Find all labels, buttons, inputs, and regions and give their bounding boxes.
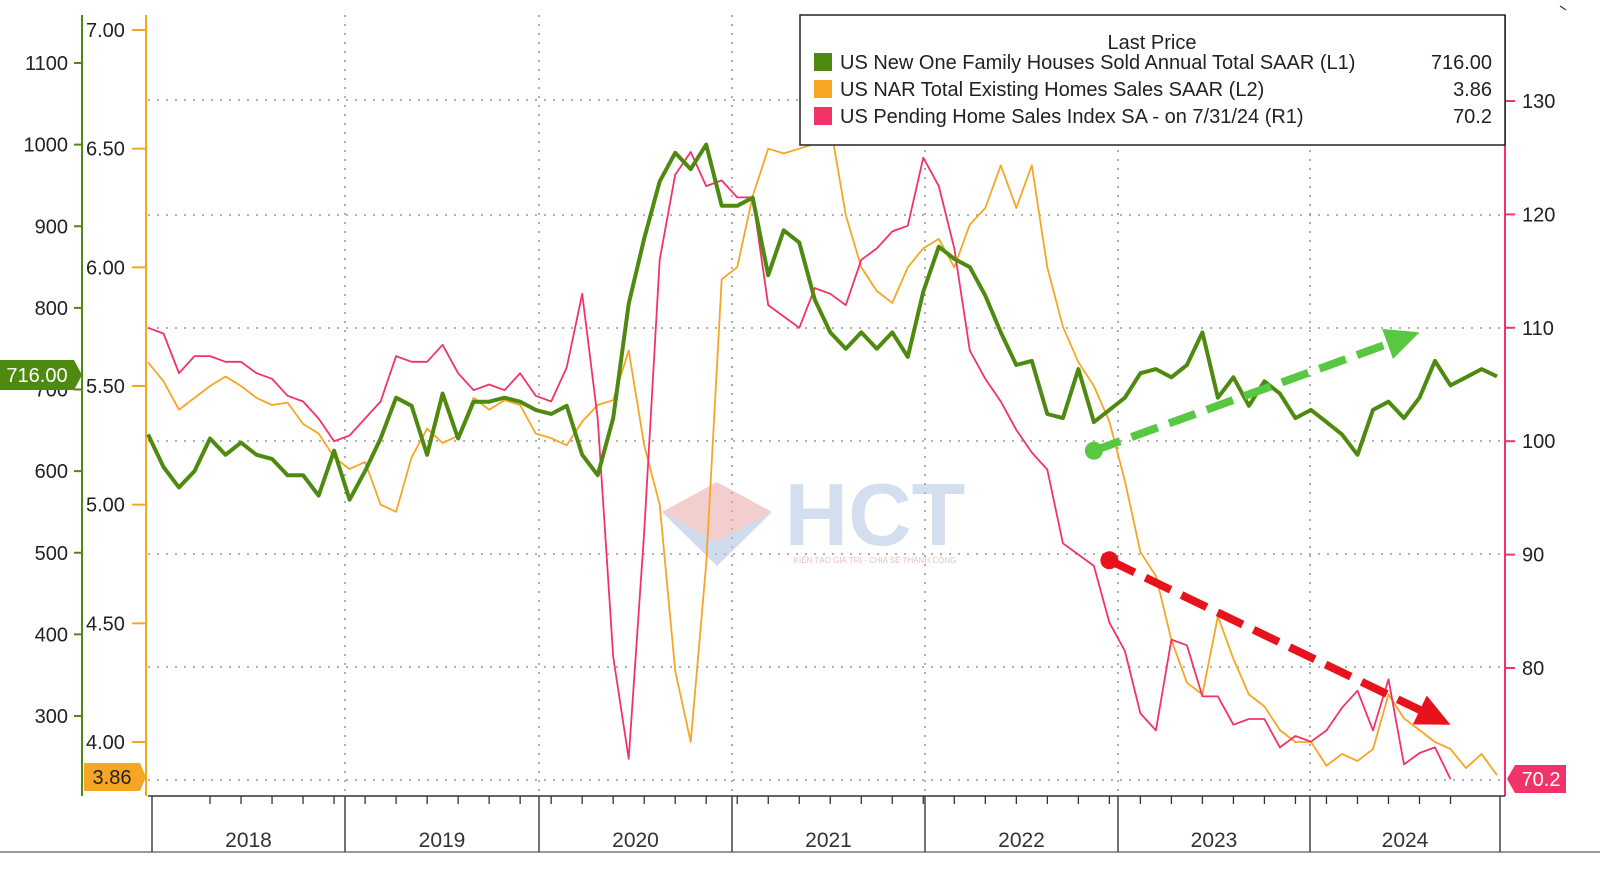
axis-r1-tick-label: 120 <box>1522 204 1555 226</box>
corner-tick <box>1559 5 1567 11</box>
axis-l1-tick-label: 500 <box>35 543 68 565</box>
axis-year-label: 2019 <box>419 829 466 852</box>
trend-arrow-up-head <box>1382 328 1420 359</box>
trend-arrow-up <box>1092 337 1396 455</box>
watermark-logo-bottom <box>662 512 772 566</box>
axis-year-label: 2023 <box>1191 829 1238 852</box>
legend-swatch <box>814 80 832 98</box>
legend-frame <box>799 14 1506 146</box>
series-existing-home-sales-line <box>147 124 1498 776</box>
axis-r1-tick-label: 130 <box>1522 91 1555 113</box>
axis-l2-tick-label: 7.00 <box>86 20 125 42</box>
grid <box>148 15 1505 796</box>
axis-year-label: 2020 <box>612 829 659 852</box>
axis-year-label: 2022 <box>998 829 1045 852</box>
axis-l2-tick-label: 5.00 <box>86 495 125 517</box>
axis-l2-tick-label: 5.50 <box>86 376 125 398</box>
trend-arrows <box>1084 328 1451 725</box>
legend-value: 716.00 <box>1431 52 1492 74</box>
axis-r1-tick-label: 110 <box>1522 318 1554 340</box>
watermark-text: HCT <box>785 465 966 564</box>
axis-year-label: 2021 <box>805 829 852 852</box>
watermark-tagline: KIẾN TẠO GIÁ TRỊ - CHIA SẺ THÀNH CÔNG <box>794 555 957 565</box>
last-value-badges: 716.00 3.86 70.2 <box>0 360 1566 793</box>
watermark-logo-top <box>662 482 772 542</box>
axis-r1-tick-label: 90 <box>1522 545 1544 567</box>
axis-l2-tick-label: 6.50 <box>86 139 125 161</box>
trend-arrow-down-head <box>1412 695 1451 725</box>
axis-r1-tick-label: 100 <box>1522 431 1555 453</box>
badge-l1-value: 716.00 <box>6 365 67 387</box>
legend-title: Last Price <box>1108 32 1197 54</box>
badge-l1-box <box>0 360 74 390</box>
badge-l1-pointer <box>74 360 82 390</box>
trend-arrow-up-start <box>1084 441 1103 460</box>
axis-l2-tick-label: 6.00 <box>86 257 125 279</box>
series-new-home-sales-line <box>146 142 1498 502</box>
axis-l1-tick-label: 300 <box>35 706 68 728</box>
legend-label: US Pending Home Sales Index SA - on 7/31… <box>840 106 1304 128</box>
axis-l1-tick-label: 400 <box>35 624 68 646</box>
axis-l1-tick-label: 1000 <box>24 135 69 157</box>
badge-l2-pointer <box>140 763 146 791</box>
legend: Last Price US New One Family Houses Sold… <box>799 14 1506 146</box>
axes: 110010009008007006005004003007.006.506.0… <box>0 5 1600 853</box>
axis-l2-tick-label: 4.50 <box>86 613 125 635</box>
axis-year-label: 2018 <box>225 829 272 852</box>
axis-year-label: 2024 <box>1382 829 1429 852</box>
badge-l2-box <box>84 763 140 791</box>
badge-l2-value: 3.86 <box>93 767 132 789</box>
axis-l2-tick-label: 4.00 <box>86 732 125 754</box>
axis-l1-tick-label: 600 <box>35 461 68 483</box>
badge-r1-box <box>1507 765 1566 793</box>
series <box>146 124 1498 780</box>
axis-l1-tick-label: 1100 <box>25 53 68 75</box>
axis-l1-tick-label: 800 <box>35 298 68 320</box>
trend-arrow-down-start <box>1100 551 1119 570</box>
legend-label: US New One Family Houses Sold Annual Tot… <box>840 52 1355 74</box>
axis-r1-tick-label: 80 <box>1522 658 1544 680</box>
axis-l1-tick-label: 900 <box>35 216 68 238</box>
trend-arrow-down <box>1107 556 1428 717</box>
legend-value: 3.86 <box>1453 79 1492 101</box>
badge-r1-value: 70.2 <box>1522 769 1561 791</box>
legend-swatch <box>814 53 832 71</box>
legend-value: 70.2 <box>1453 106 1492 128</box>
legend-label: US NAR Total Existing Homes Sales SAAR (… <box>840 79 1264 101</box>
series-pending-home-sales-line <box>147 151 1452 780</box>
legend-swatch <box>814 107 832 125</box>
